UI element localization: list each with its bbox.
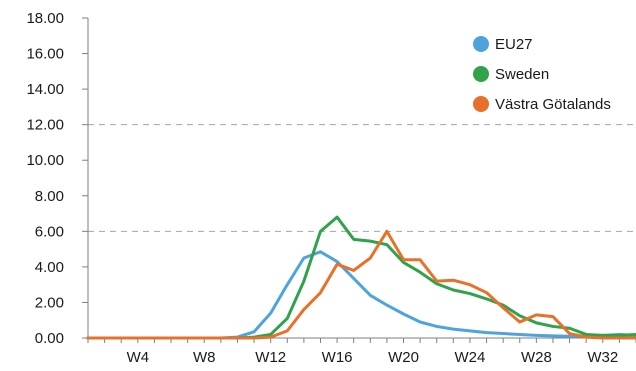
x-tick-label: W24 — [455, 349, 486, 366]
y-tick-label: 4.00 — [35, 259, 64, 276]
legend-marker-1 — [473, 66, 489, 82]
x-tick-label: W20 — [388, 349, 419, 366]
legend-label-1: Sweden — [495, 66, 549, 83]
y-tick-label: 2.00 — [35, 294, 64, 311]
y-tick-label: 0.00 — [35, 330, 64, 347]
legend: EU27 Sweden Västra Götalands — [473, 36, 611, 113]
series-lines — [86, 215, 636, 340]
x-tick-label: W32 — [587, 349, 618, 366]
x-tick-label: W28 — [521, 349, 552, 366]
legend-marker-0 — [473, 36, 489, 52]
y-tick-label: 12.00 — [26, 117, 64, 134]
legend-marker-2 — [473, 96, 489, 112]
legend-label-0: EU27 — [495, 36, 533, 53]
x-tick-label: W16 — [322, 349, 353, 366]
series-line-2 — [86, 229, 636, 340]
y-tick-label: 14.00 — [26, 81, 64, 98]
y-tick-label: 8.00 — [35, 188, 64, 205]
series-line-1 — [86, 215, 636, 340]
x-tick-label: W4 — [127, 349, 150, 366]
y-tick-label: 6.00 — [35, 223, 64, 240]
axes: 0.00 2.00 4.00 6.00 8.00 10.00 12.00 14.00 16.00… — [26, 10, 636, 366]
legend-label-2: Västra Götalands — [495, 96, 611, 113]
y-tick-label: 16.00 — [26, 46, 64, 63]
y-tick-label: 18.00 — [26, 10, 64, 27]
gridlines — [88, 124, 636, 232]
x-tick-label: W8 — [193, 349, 216, 366]
x-tick-label: W12 — [255, 349, 286, 366]
y-tick-label: 10.00 — [26, 152, 64, 169]
